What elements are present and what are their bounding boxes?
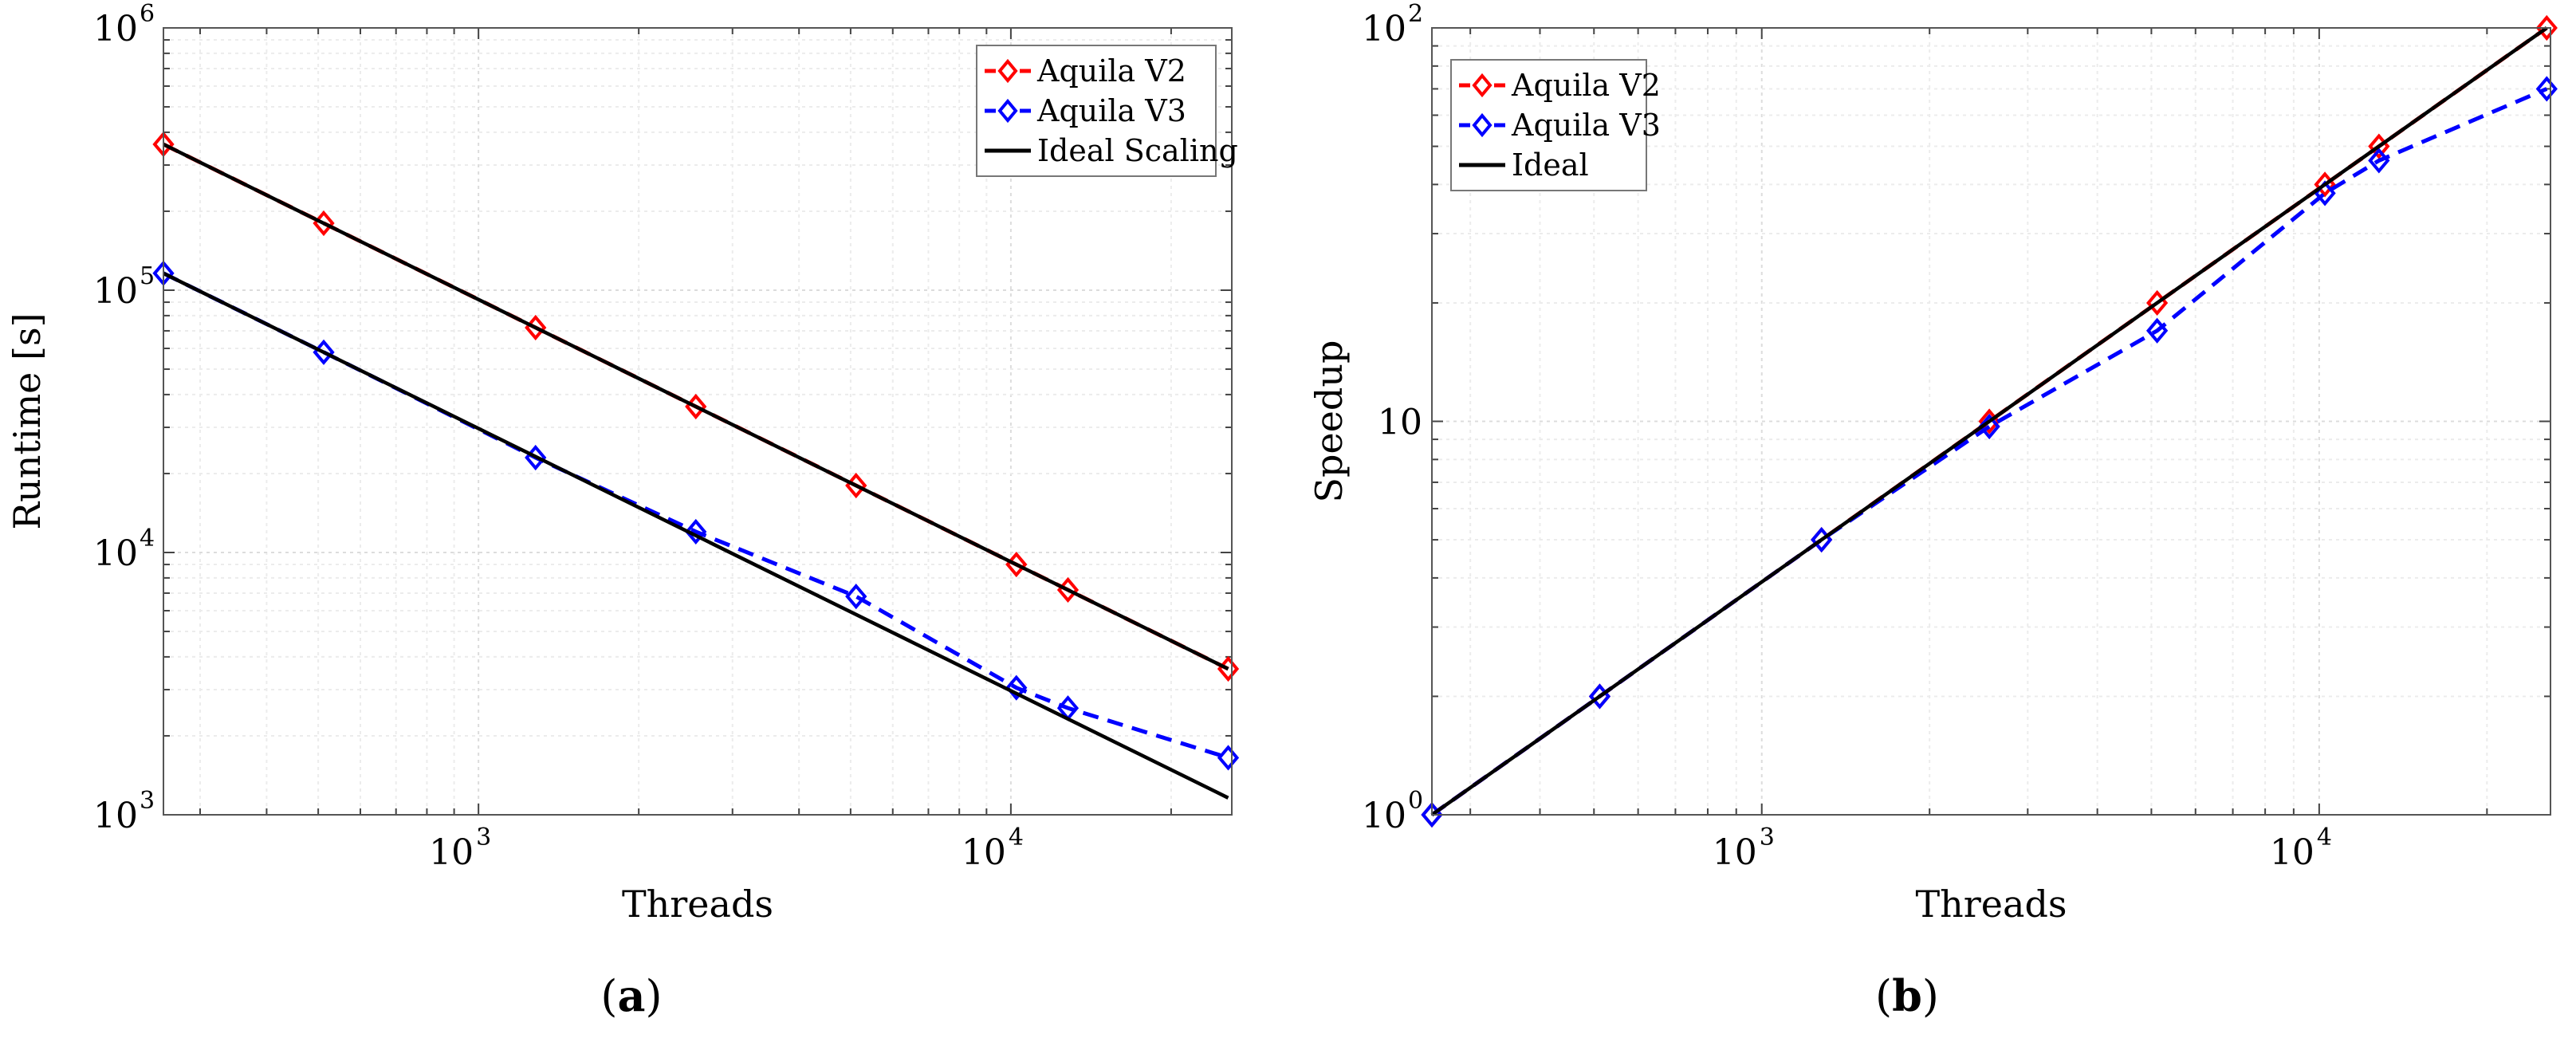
panel-caption-letter: b [1892, 970, 1922, 1021]
y-tick-label: 10 3 [93, 787, 155, 836]
legend-entry: Aquila V3 [985, 93, 1186, 128]
x-tick-base: 10 [1713, 832, 1757, 873]
series-line [162, 271, 1229, 760]
legend-entry: Aquila V2 [1459, 68, 1661, 103]
legend-label: Ideal Scaling [1037, 133, 1238, 168]
y-tick-exponent: 0 [1408, 787, 1423, 815]
legend-marker [997, 98, 1018, 124]
x-tick-exponent: 4 [2317, 824, 2332, 851]
x-tick-base: 10 [962, 832, 1006, 873]
legend-entry: Aquila V3 [1459, 108, 1661, 143]
data-point [685, 518, 707, 545]
x-tick-base: 10 [429, 832, 474, 873]
x-tick-label: 10 3 [1713, 824, 1775, 873]
series-line [163, 142, 1229, 671]
y-tick-exponent: 6 [140, 0, 155, 28]
legend-entry: Ideal Scaling [985, 133, 1238, 168]
series-ideal-scaling [163, 142, 1229, 671]
series-line [163, 271, 1229, 800]
y-tick-exponent: 5 [140, 262, 155, 290]
legend-marker [1472, 73, 1493, 98]
legend-entry: Ideal [1459, 147, 1589, 183]
y-tick-base: 10 [93, 796, 138, 836]
x-axis-label: Threads [622, 883, 773, 926]
x-tick-exponent: 4 [1009, 824, 1024, 851]
y-tick-base: 10 [93, 533, 138, 574]
series-ideal-reference [163, 271, 1229, 800]
x-tick-label: 10 4 [962, 824, 1024, 873]
legend-marker [1472, 112, 1493, 138]
series-aquila-v3 [152, 260, 1240, 771]
y-axis-label: Runtime [s] [6, 313, 49, 529]
data-point [1978, 413, 2000, 440]
legend: Aquila V2 Aquila V3 Ideal Scaling [976, 45, 1238, 177]
legend-marker [997, 58, 1018, 84]
series-line [1430, 26, 2548, 816]
x-tick-exponent: 3 [476, 824, 491, 851]
legend: Aquila V2 Aquila V3 Ideal [1450, 59, 1661, 191]
y-tick-base: 10 [1378, 403, 1422, 443]
data-point [2145, 317, 2169, 344]
legend-label: Ideal [1512, 147, 1589, 183]
y-tick-exponent: 3 [140, 787, 155, 815]
panel-caption: (a) [600, 970, 662, 1021]
x-tick-exponent: 3 [1760, 824, 1775, 851]
y-tick-label: 10 4 [93, 525, 155, 574]
y-tick-base: 10 [93, 9, 138, 49]
panel-caption: (b) [1875, 970, 1939, 1021]
legend-box [976, 45, 1217, 177]
y-axis-label: Speedup [1308, 340, 1351, 503]
y-tick-label: 10 0 [1362, 787, 1423, 836]
y-tick-exponent: 4 [140, 525, 155, 552]
data-point [2535, 14, 2558, 41]
y-tick-exponent: 2 [1408, 0, 1423, 28]
y-tick-label: 10 5 [93, 262, 155, 312]
y-tick-base: 10 [1362, 9, 1406, 49]
x-tick-label: 10 4 [2270, 824, 2332, 873]
series-ideal [1430, 26, 2548, 816]
legend-label: Aquila V3 [1036, 93, 1186, 128]
legend-label: Aquila V3 [1511, 108, 1661, 143]
y-tick-label: 10 [1378, 403, 1422, 443]
data-point [2535, 76, 2558, 102]
y-tick-base: 10 [1362, 796, 1406, 836]
y-tick-label: 10 2 [1362, 0, 1423, 49]
series-line [1430, 87, 2548, 817]
data-point [845, 584, 867, 610]
panel-caption-letter: a [618, 970, 646, 1021]
axes-box [1431, 27, 2551, 816]
x-tick-base: 10 [2270, 832, 2314, 873]
data-point [1005, 674, 1028, 701]
axes-box [163, 27, 1233, 816]
legend-entry: Aquila V2 [985, 53, 1186, 88]
x-tick-label: 10 3 [429, 824, 491, 873]
data-point [1217, 745, 1240, 771]
x-axis-label: Threads [1916, 883, 2067, 926]
y-tick-base: 10 [93, 271, 138, 312]
data-point [2368, 147, 2390, 174]
legend-label: Aquila V2 [1036, 53, 1186, 88]
y-tick-label: 10 6 [93, 0, 155, 49]
legend-label: Aquila V2 [1511, 68, 1661, 103]
